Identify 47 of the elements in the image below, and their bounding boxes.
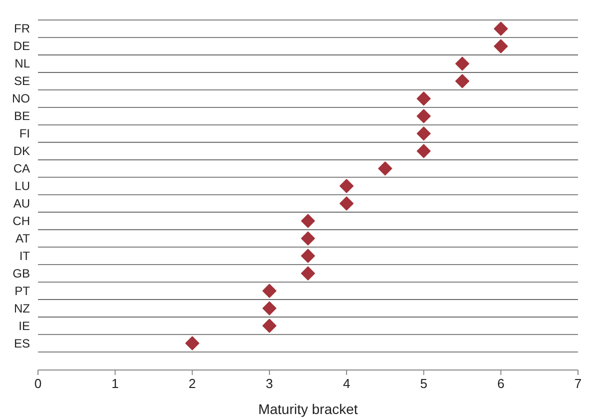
point — [455, 74, 470, 88]
point — [301, 248, 315, 263]
point — [455, 56, 470, 71]
point — [262, 284, 276, 298]
y-tick-label: NZ — [14, 301, 30, 316]
point — [416, 144, 431, 158]
y-tick-label: IT — [19, 248, 31, 263]
point — [301, 231, 315, 246]
point — [416, 126, 431, 141]
point — [494, 39, 508, 54]
x-tick-label: 2 — [188, 376, 196, 391]
y-tick-label: FR — [14, 22, 30, 36]
x-tick-label: 7 — [574, 376, 582, 391]
point — [494, 22, 508, 36]
point — [301, 266, 315, 280]
point — [301, 214, 315, 228]
y-tick-label: AU — [13, 196, 30, 210]
y-tick-label: NO — [12, 92, 30, 106]
x-tick-label: 0 — [34, 376, 42, 391]
y-tick-label: BE — [14, 109, 30, 124]
y-tick-label: DK — [13, 144, 30, 158]
x-tick-label: 4 — [342, 376, 350, 391]
point — [262, 318, 276, 333]
y-tick-label: DE — [13, 39, 30, 54]
y-tick-label: NL — [14, 56, 30, 71]
point — [185, 336, 200, 350]
point — [416, 109, 431, 124]
y-tick-label: CH — [12, 214, 30, 228]
y-tick-label: AT — [16, 231, 31, 246]
point — [340, 179, 354, 193]
y-tick-label: SE — [14, 74, 30, 88]
point — [416, 92, 431, 106]
y-tick-label: LU — [14, 179, 30, 193]
y-tick-label: GB — [12, 266, 30, 280]
y-tick-label: IE — [18, 318, 30, 333]
x-axis-title: Maturity bracket — [258, 401, 358, 417]
point — [340, 196, 354, 210]
point — [262, 301, 276, 316]
x-tick-label: 6 — [497, 376, 504, 391]
point — [378, 162, 392, 176]
x-tick-label: 1 — [112, 376, 119, 391]
y-tick-label: CA — [13, 162, 30, 176]
x-tick-label: 3 — [266, 376, 274, 391]
y-tick-label: ES — [14, 336, 30, 350]
x-tick-label: 5 — [420, 376, 428, 391]
y-tick-label: FI — [19, 126, 30, 141]
y-tick-label: PT — [14, 284, 31, 298]
